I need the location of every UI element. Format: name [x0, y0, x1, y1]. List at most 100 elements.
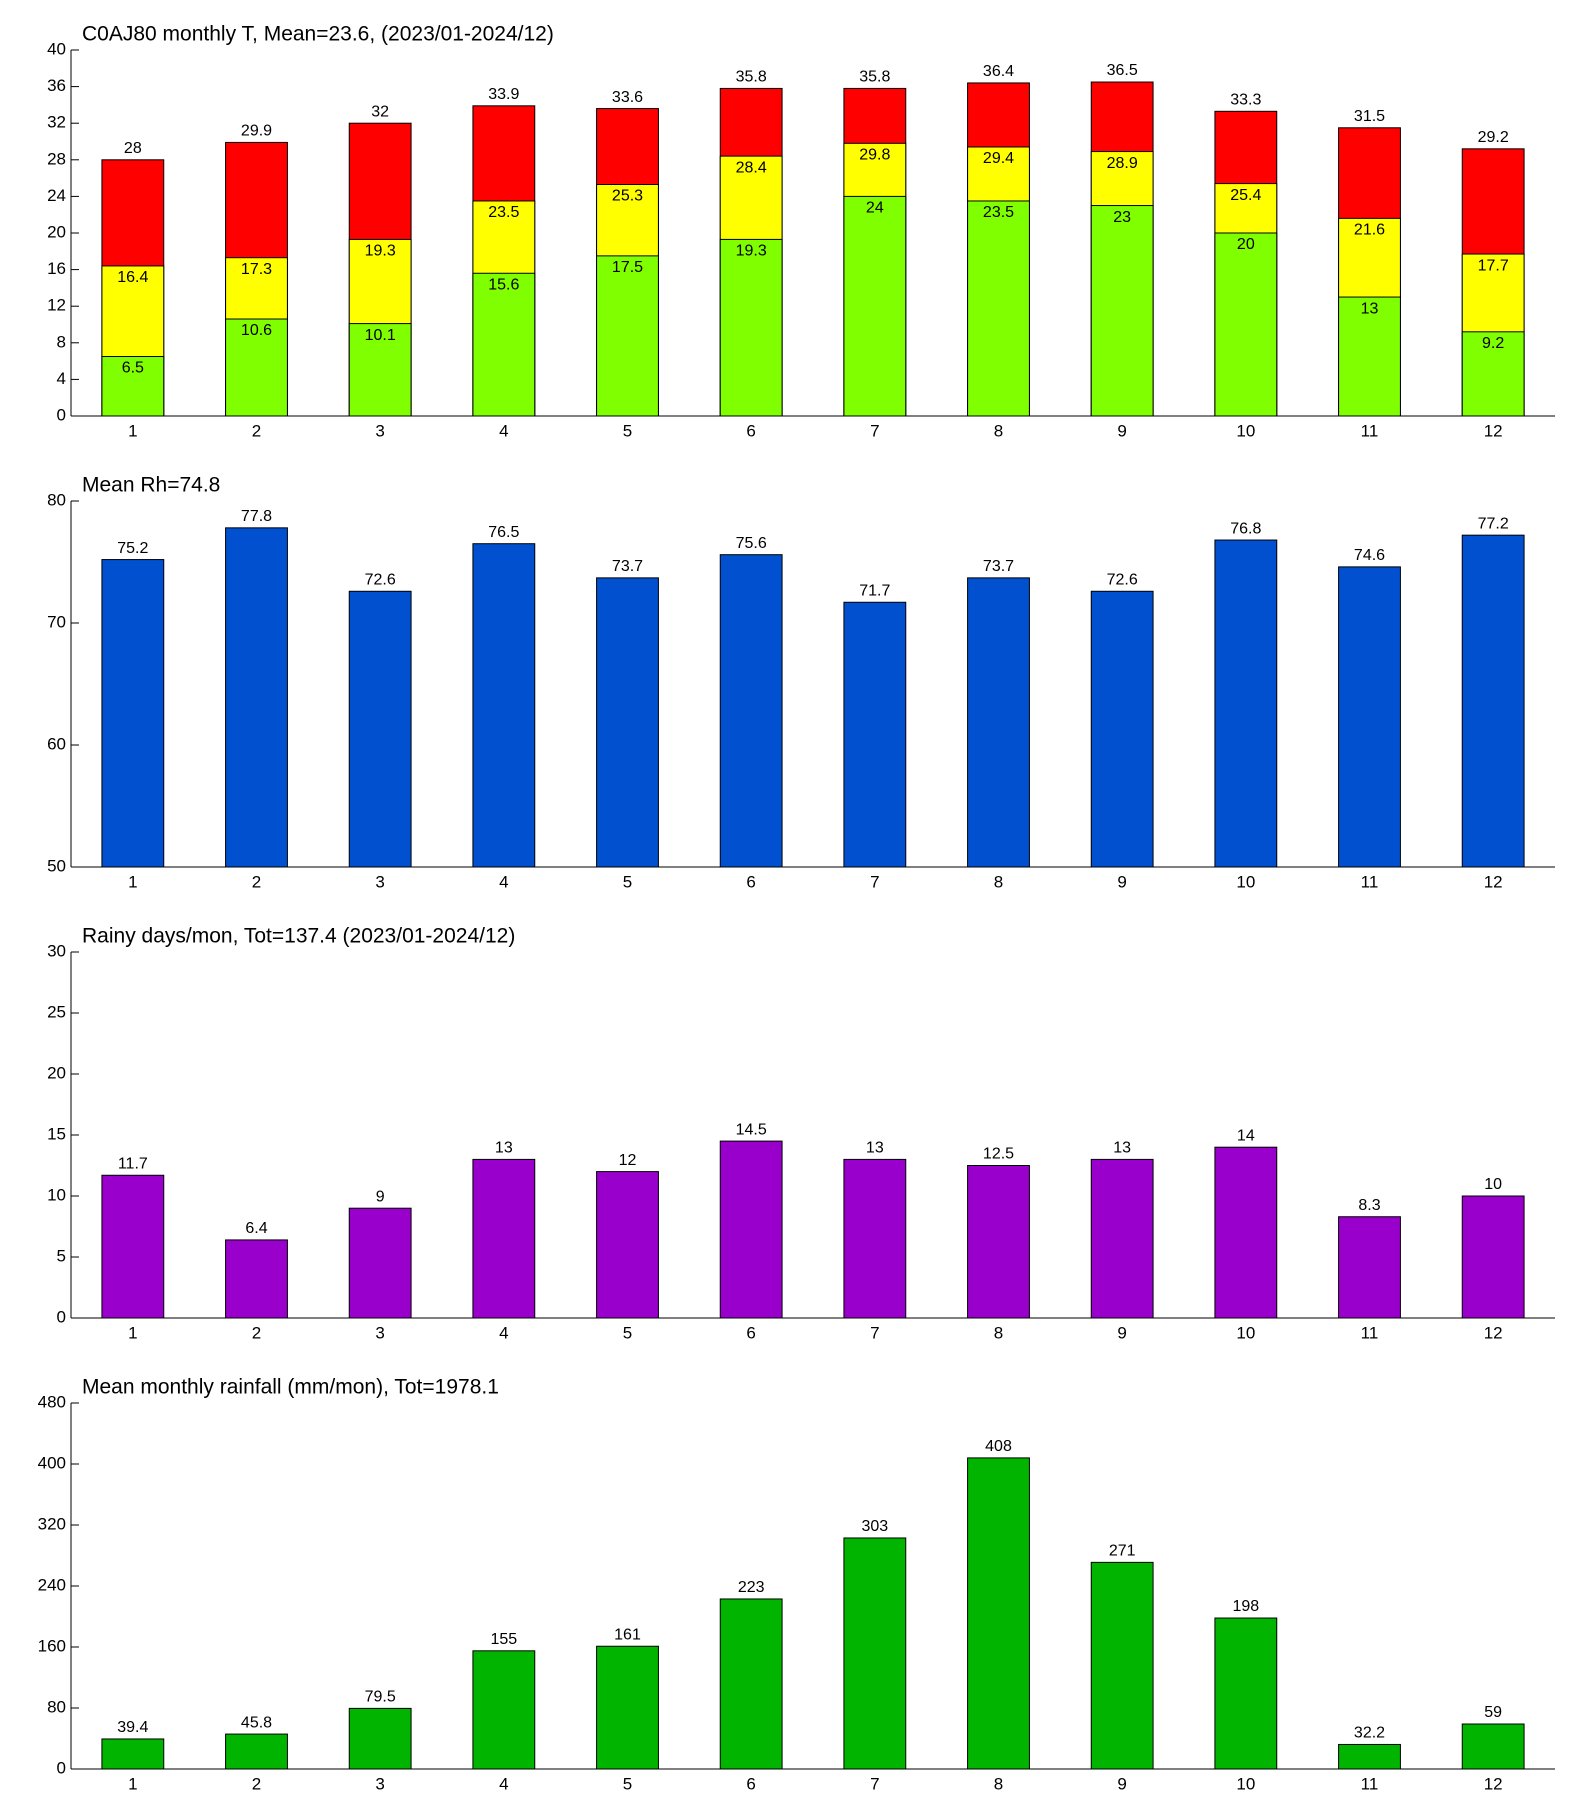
- value-label: 12.5: [983, 1146, 1014, 1163]
- x-tick-label: 9: [1117, 1323, 1126, 1342]
- value-label: 35.8: [736, 69, 767, 86]
- y-tick-label: 4: [57, 369, 66, 388]
- y-tick-label: 20: [47, 222, 66, 241]
- x-tick-label: 4: [499, 1323, 508, 1342]
- x-tick-label: 4: [499, 421, 508, 440]
- chart-title: C0AJ80 monthly T, Mean=23.6, (2023/01-20…: [82, 23, 554, 46]
- x-tick-label: 10: [1236, 1774, 1255, 1793]
- value-label: 29.2: [1478, 129, 1509, 146]
- value-label: 10.6: [241, 322, 272, 339]
- y-tick-label: 16: [47, 259, 66, 278]
- x-tick-label: 8: [994, 1323, 1003, 1342]
- bar: [1214, 1146, 1278, 1319]
- value-label: 19.3: [365, 243, 396, 260]
- value-label: 303: [861, 1518, 888, 1535]
- y-tick-label: 30: [47, 941, 66, 960]
- value-label: 14: [1237, 1127, 1255, 1144]
- bar: [348, 590, 412, 868]
- x-tick-label: 5: [623, 872, 632, 891]
- x-tick-label: 6: [746, 421, 755, 440]
- bar: [719, 1140, 783, 1319]
- value-label: 21.6: [1354, 222, 1385, 239]
- bar: [843, 195, 907, 417]
- y-tick-label: 15: [47, 1124, 66, 1143]
- value-label: 20: [1237, 236, 1255, 253]
- x-tick-label: 8: [994, 1774, 1003, 1793]
- value-label: 17.5: [612, 259, 643, 276]
- x-tick-label: 3: [375, 1774, 384, 1793]
- chart-title: Rainy days/mon, Tot=137.4 (2023/01-2024/…: [82, 925, 515, 948]
- x-tick-label: 12: [1484, 1323, 1503, 1342]
- value-label: 31.5: [1354, 108, 1385, 125]
- x-tick-label: 3: [375, 1323, 384, 1342]
- y-tick-label: 36: [47, 76, 66, 95]
- value-label: 76.8: [1230, 520, 1261, 537]
- bar: [101, 1738, 165, 1770]
- value-label: 223: [738, 1579, 765, 1596]
- value-label: 32.2: [1354, 1725, 1385, 1742]
- y-tick-label: 32: [47, 113, 66, 132]
- bar: [967, 577, 1030, 868]
- x-tick-label: 7: [870, 421, 879, 440]
- chart-title: Mean monthly rainfall (mm/mon), Tot=1978…: [82, 1376, 499, 1399]
- value-label: 73.7: [983, 558, 1014, 575]
- value-label: 76.5: [488, 524, 519, 541]
- y-tick-label: 240: [38, 1575, 66, 1594]
- bar: [596, 577, 659, 868]
- value-label: 198: [1232, 1598, 1259, 1615]
- x-tick-label: 6: [746, 1774, 755, 1793]
- y-tick-label: 20: [47, 1063, 66, 1082]
- value-label: 6.4: [245, 1220, 267, 1237]
- y-tick-label: 0: [57, 1758, 66, 1777]
- bar: [967, 200, 1030, 417]
- y-tick-label: 0: [57, 405, 66, 424]
- bar: [1461, 331, 1525, 417]
- value-label: 77.8: [241, 508, 272, 525]
- value-label: 25.4: [1230, 187, 1261, 204]
- value-label: 71.7: [859, 582, 890, 599]
- y-tick-label: 50: [47, 856, 66, 875]
- y-tick-label: 25: [47, 1002, 66, 1021]
- bar: [101, 1174, 165, 1319]
- x-tick-label: 3: [375, 421, 384, 440]
- y-tick-label: 80: [47, 490, 66, 509]
- y-tick-label: 400: [38, 1453, 66, 1472]
- value-label: 36.4: [983, 63, 1014, 80]
- bar: [719, 554, 783, 868]
- x-tick-label: 7: [870, 1774, 879, 1793]
- y-tick-label: 70: [47, 612, 66, 631]
- x-tick-label: 5: [623, 1774, 632, 1793]
- bar: [472, 543, 536, 868]
- bar: [1090, 1158, 1154, 1319]
- x-tick-label: 1: [128, 1323, 137, 1342]
- value-label: 72.6: [365, 571, 396, 588]
- bar: [348, 323, 412, 417]
- x-tick-label: 6: [746, 872, 755, 891]
- y-tick-label: 0: [57, 1307, 66, 1326]
- bar: [1090, 205, 1154, 417]
- value-label: 13: [495, 1140, 513, 1157]
- y-tick-label: 80: [47, 1697, 66, 1716]
- x-tick-label: 7: [870, 1323, 879, 1342]
- bar: [719, 238, 783, 417]
- y-tick-label: 8: [57, 332, 66, 351]
- value-label: 79.5: [365, 1689, 396, 1706]
- value-label: 23.5: [488, 204, 519, 221]
- value-label: 36.5: [1107, 62, 1138, 79]
- value-label: 39.4: [117, 1719, 148, 1736]
- value-label: 6.5: [122, 360, 144, 377]
- x-tick-label: 7: [870, 872, 879, 891]
- value-label: 17.3: [241, 261, 272, 278]
- bar: [1338, 566, 1401, 868]
- x-tick-label: 1: [128, 421, 137, 440]
- y-tick-label: 5: [57, 1246, 66, 1265]
- value-label: 16.4: [117, 269, 148, 286]
- x-tick-label: 4: [499, 872, 508, 891]
- value-label: 29.8: [859, 147, 890, 164]
- value-label: 9: [376, 1188, 385, 1205]
- bar: [1214, 232, 1278, 417]
- bar: [1461, 534, 1525, 868]
- x-tick-label: 4: [499, 1774, 508, 1793]
- value-label: 28: [124, 140, 142, 157]
